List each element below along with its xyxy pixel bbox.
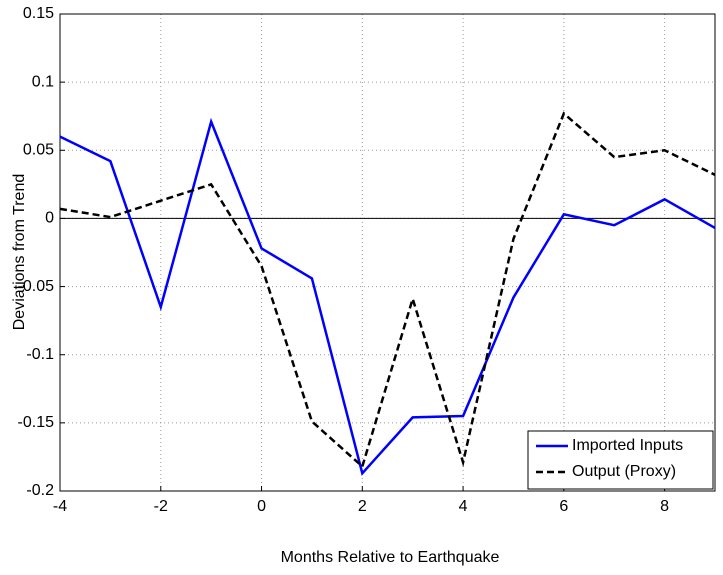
legend-label: Output (Proxy) [572,463,676,480]
x-tick-label: 2 [358,498,367,515]
y-tick-label: -0.05 [18,278,55,295]
y-tick-label: -0.15 [18,414,55,431]
legend-box [527,430,714,490]
y-tick-label: -0.1 [26,346,54,363]
series-line [59,117,716,476]
x-axis-label: Months Relative to Earthquake [281,549,500,566]
x-tick-label: 8 [660,498,669,515]
x-tick-label: 0 [257,498,266,515]
x-tick-label: 6 [559,498,568,515]
y-tick-label: 0 [45,210,54,227]
series-line [59,111,716,469]
y-tick-label: 0.15 [23,5,54,22]
y-tick-label: 0.05 [23,142,54,159]
y-axis-label: Deviations from Trend [11,174,28,331]
x-tick-label: -4 [53,498,67,515]
x-tick-label: -2 [154,498,168,515]
legend-label: Imported Inputs [572,437,683,454]
x-tick-label: 4 [459,498,468,515]
y-tick-label: -0.2 [26,482,54,499]
y-tick-label: 0.1 [32,73,54,90]
plot-frame [59,13,716,492]
